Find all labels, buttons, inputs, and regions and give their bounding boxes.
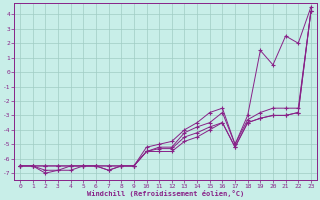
X-axis label: Windchill (Refroidissement éolien,°C): Windchill (Refroidissement éolien,°C) — [87, 190, 244, 197]
